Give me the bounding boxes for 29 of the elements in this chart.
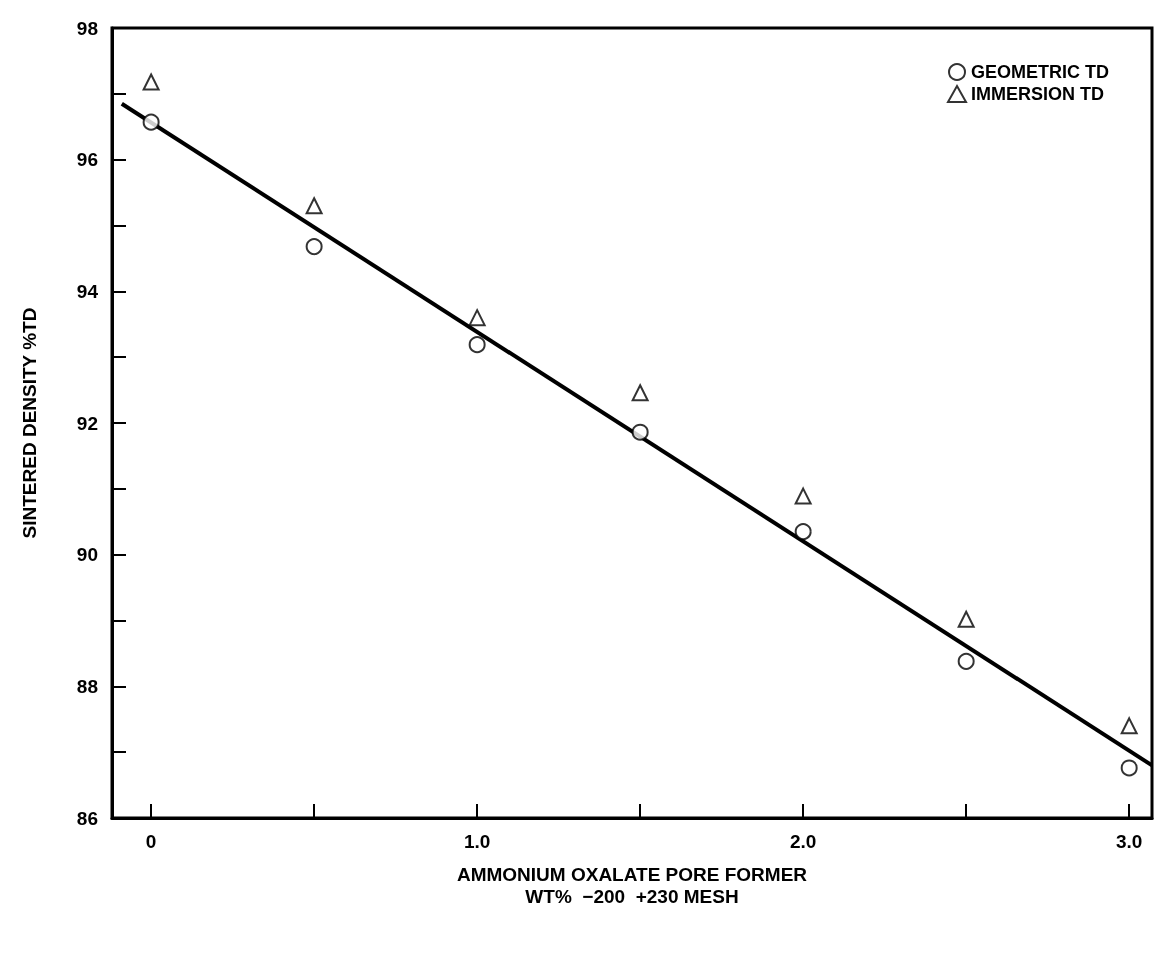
point [794, 487, 812, 505]
point [1120, 759, 1138, 777]
y-tick-label: 90 [76, 544, 98, 566]
y-tick-label: 98 [76, 17, 98, 39]
y-tick-label: 96 [76, 149, 98, 171]
point [468, 336, 486, 354]
point [794, 523, 812, 541]
x-tick-label: 1.0 [463, 831, 491, 852]
y-tick-label: 94 [76, 280, 99, 302]
y-tick-label: 86 [76, 807, 98, 829]
y-tick-label: 88 [76, 675, 98, 697]
point [1120, 717, 1138, 735]
point [631, 384, 649, 402]
x-axis-title: AMMONIUM OXALATE PORE FORMER WT% −200 +230 MESH [456, 863, 808, 907]
point [142, 113, 160, 131]
legend-label: IMMERSION TD [971, 84, 1104, 104]
x-tick-label: 3.0 [1115, 831, 1143, 852]
point [957, 610, 975, 628]
y-tick-label: 92 [76, 412, 98, 434]
point [305, 238, 323, 256]
point [468, 309, 486, 327]
point [631, 423, 649, 441]
y-axis-title: SINTERED DENSITY %TD [18, 307, 40, 539]
point [957, 652, 975, 670]
x-tick-label: 0 [145, 831, 157, 852]
x-tick-label: 2.0 [789, 831, 817, 852]
legend-label: GEOMETRIC TD [971, 62, 1109, 82]
point [142, 73, 160, 91]
point [305, 197, 323, 215]
